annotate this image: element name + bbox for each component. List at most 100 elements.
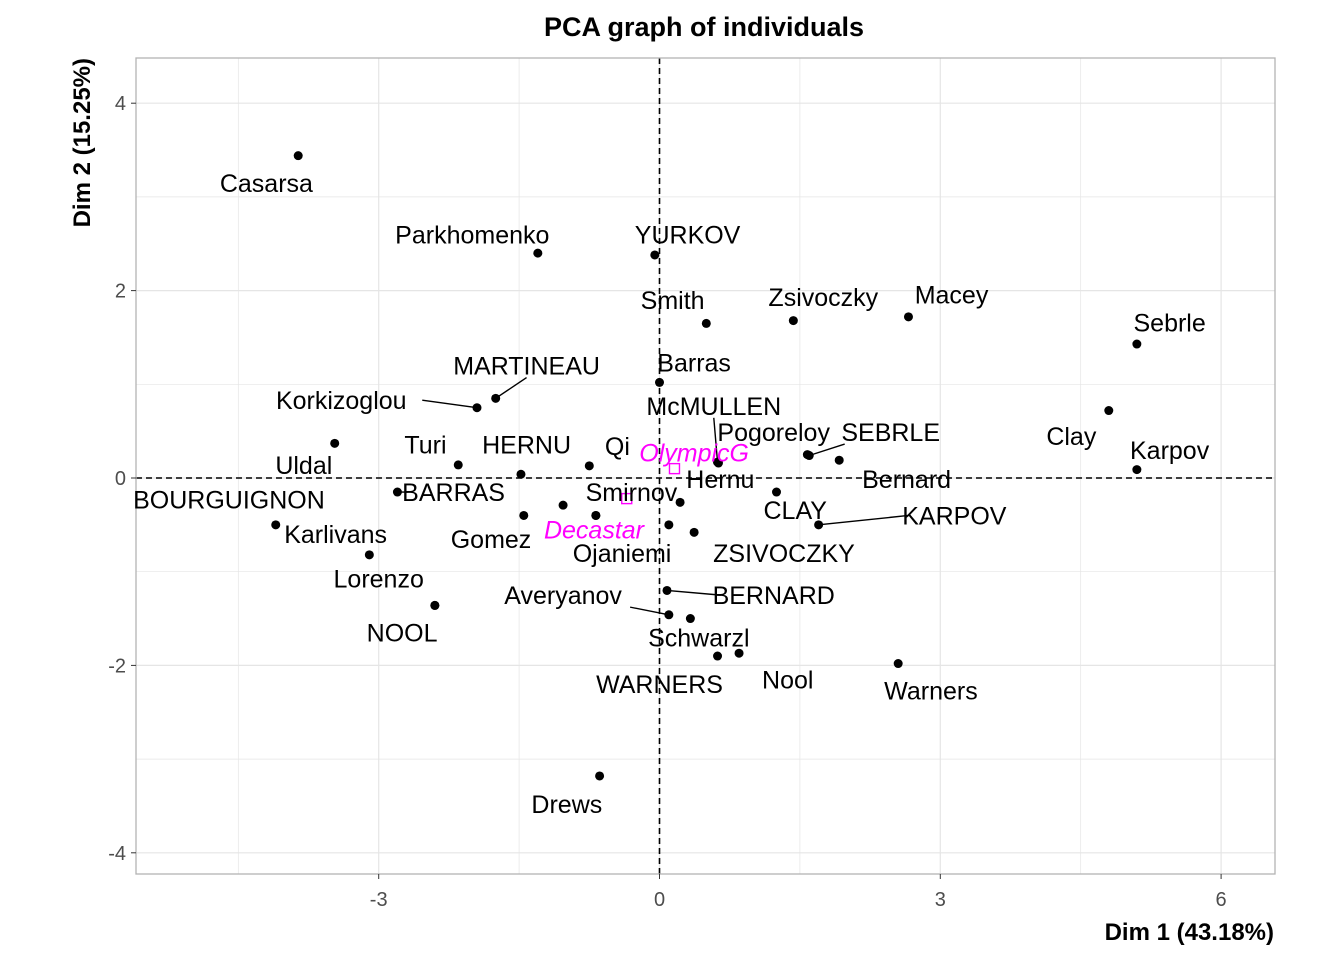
point-label: Lorenzo xyxy=(334,565,424,593)
point-label: BOURGUIGNON xyxy=(133,487,325,515)
point-label: Clay xyxy=(1046,423,1097,451)
leader-line xyxy=(629,606,669,616)
leader-line xyxy=(422,399,478,409)
data-point xyxy=(472,403,482,413)
data-point xyxy=(293,151,303,161)
point-label: Averyanov xyxy=(504,582,622,610)
supplementary-point xyxy=(668,462,681,475)
data-point xyxy=(330,438,340,448)
point-label: SEBRLE xyxy=(841,419,940,447)
data-point xyxy=(804,451,814,461)
point-label: Macey xyxy=(915,281,989,309)
leader-line xyxy=(809,443,845,457)
grid-lines xyxy=(136,58,1275,874)
data-point xyxy=(713,651,723,661)
point-labels: Casarsa Parkhomenko YURKOV Smith Zsivoczky Ma… xyxy=(133,170,1210,819)
y-axis-title: Dim 2 (15.25%) xyxy=(69,58,96,227)
point-label: BARRAS xyxy=(402,479,505,507)
point-label: Hernu xyxy=(686,466,754,494)
point-label: Turi xyxy=(404,431,446,459)
data-point xyxy=(734,648,744,658)
data-point xyxy=(519,510,529,520)
data-point xyxy=(595,771,605,781)
data-point xyxy=(584,461,594,471)
data-point xyxy=(430,600,440,610)
leader-line xyxy=(666,589,721,596)
y-tick-label: 0 xyxy=(115,468,126,490)
supplementary-point xyxy=(621,492,633,505)
point-label: Zsivoczky xyxy=(768,284,878,312)
point-label: Nool xyxy=(762,666,813,694)
point-label: NOOL xyxy=(367,620,438,648)
point-label: Bernard xyxy=(862,466,951,494)
point-label: Korkizoglou xyxy=(276,387,407,415)
leader-line xyxy=(713,417,719,463)
point-label: Uldal xyxy=(275,452,332,480)
point-label: HERNU xyxy=(482,431,571,459)
point-label: Gomez xyxy=(451,526,532,554)
data-point xyxy=(772,487,781,497)
point-label: Schwarzl xyxy=(648,624,749,652)
data-point xyxy=(893,659,903,669)
x-axis-title: Dim 1 (43.18%) xyxy=(1105,919,1274,946)
y-tick-label: -4 xyxy=(108,843,126,865)
x-tick-label: 3 xyxy=(935,889,946,911)
point-label: McMULLEN xyxy=(646,393,781,421)
data-point xyxy=(655,377,664,387)
y-tick-label: -2 xyxy=(108,655,126,677)
leader-line xyxy=(495,376,527,399)
data-point xyxy=(364,550,374,560)
data-point xyxy=(713,458,723,468)
data-point xyxy=(1132,339,1142,349)
supplementary-label: Decastar xyxy=(544,517,646,545)
data-point xyxy=(662,585,672,595)
supplementary-label: OlympicG xyxy=(639,440,749,468)
point-label: YURKOV xyxy=(635,221,741,249)
point-label: Barras xyxy=(657,350,731,378)
data-point xyxy=(558,500,568,510)
data-point xyxy=(392,487,402,497)
point-label: ZSIVOCZKY xyxy=(713,540,855,568)
point-label: Karlivans xyxy=(284,521,387,549)
reference-lines xyxy=(136,58,1275,874)
point-label: Smith xyxy=(641,287,705,315)
data-point xyxy=(533,248,543,258)
data-points xyxy=(271,151,1142,781)
x-tick-label: 6 xyxy=(1216,889,1227,911)
data-point xyxy=(591,510,601,520)
point-label: MARTINEAU xyxy=(453,353,600,381)
point-label: Ojaniemi xyxy=(573,540,672,568)
data-point xyxy=(491,393,501,403)
data-point xyxy=(650,250,660,260)
point-label: Sebrle xyxy=(1133,309,1205,337)
point-label: Smirnov xyxy=(586,479,678,507)
data-point xyxy=(675,497,685,507)
x-axis-ticks: -3 0 3 6 xyxy=(370,874,1227,911)
data-point xyxy=(834,455,844,465)
data-point xyxy=(516,469,526,479)
data-point xyxy=(814,520,824,530)
data-point xyxy=(903,312,913,322)
point-label: Casarsa xyxy=(220,170,313,198)
data-point xyxy=(1104,406,1114,416)
chart-title: PCA graph of individuals xyxy=(544,12,864,42)
y-axis-ticks: -4 -2 0 2 4 xyxy=(108,93,136,865)
point-label: Qi xyxy=(605,433,630,461)
data-point xyxy=(271,520,281,530)
data-point xyxy=(685,614,695,624)
point-label: Warners xyxy=(884,678,978,706)
label-leader-lines xyxy=(397,376,909,616)
data-point xyxy=(664,520,674,530)
point-label: BERNARD xyxy=(713,582,835,610)
data-point xyxy=(453,460,463,470)
point-label: Pogoreloy xyxy=(717,419,830,447)
panel-border xyxy=(135,57,1276,875)
leader-line xyxy=(818,514,909,526)
point-label: CLAY xyxy=(763,497,827,525)
point-label: Karpov xyxy=(1130,437,1210,465)
y-tick-label: 2 xyxy=(115,281,126,303)
point-label: WARNERS xyxy=(596,671,723,699)
data-point xyxy=(689,527,699,537)
point-label: Parkhomenko xyxy=(395,221,549,249)
